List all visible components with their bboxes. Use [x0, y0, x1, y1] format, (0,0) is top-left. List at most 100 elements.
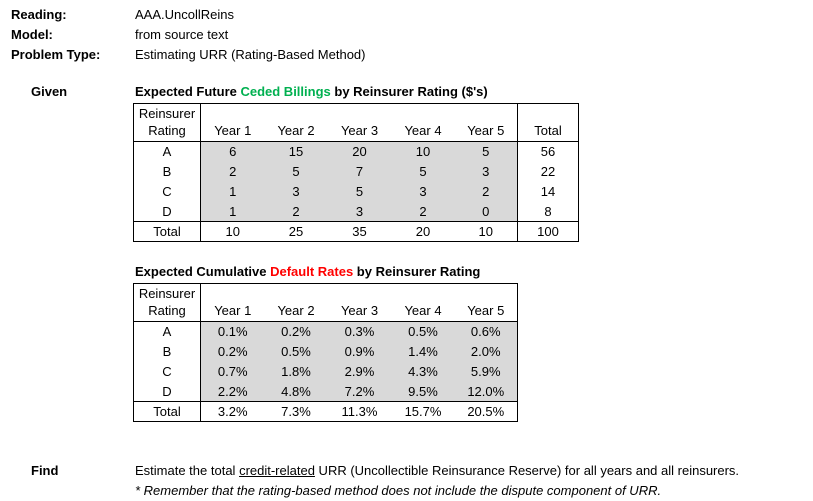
total-value-cell: 7.3% [264, 401, 328, 422]
default-title-prefix: Expected Cumulative [135, 264, 271, 279]
rating-cell: C [133, 361, 201, 382]
table-row: B 0.2% 0.5% 0.9% 1.4% 2.0% [133, 341, 518, 362]
rating-cell: B [133, 341, 201, 362]
billings-title-prefix: Expected Future [135, 84, 241, 99]
header-year3: Year 3 [327, 283, 392, 322]
total-value-cell: 3.2% [200, 401, 265, 422]
table-header-row: Reinsurer Rating Year 1 Year 2 Year 3 Ye… [133, 103, 579, 142]
header-year5: Year 5 [454, 103, 518, 142]
value-cell: 15 [264, 141, 328, 162]
table-row: B 2 5 7 5 3 22 [133, 161, 579, 182]
reading-value: AAA.UncollReins [135, 7, 234, 22]
value-cell: 1.4% [391, 341, 455, 362]
rating-cell: C [133, 181, 201, 202]
value-cell: 0.5% [264, 341, 328, 362]
row-total-cell: 56 [517, 141, 579, 162]
value-cell: 2 [264, 201, 328, 222]
table-row: A 6 15 20 10 5 56 [133, 141, 579, 162]
default-title-highlight: Default Rates [270, 264, 354, 279]
value-cell: 0 [454, 201, 518, 222]
header-year2: Year 2 [264, 283, 328, 322]
value-cell: 0.1% [200, 321, 265, 342]
total-value-cell: 11.3% [327, 401, 392, 422]
find-text-prefix: Estimate the total [135, 463, 240, 478]
value-cell: 5 [454, 141, 518, 162]
header-year4: Year 4 [391, 103, 455, 142]
value-cell: 7 [327, 161, 392, 182]
rating-cell: B [133, 161, 201, 182]
value-cell: 0.2% [264, 321, 328, 342]
value-cell: 5.9% [454, 361, 518, 382]
find-instruction: Estimate the total credit-related URR (U… [135, 463, 739, 478]
total-value-cell: 10 [454, 221, 518, 242]
row-total-cell: 22 [517, 161, 579, 182]
value-cell: 0.6% [454, 321, 518, 342]
problem-type-label: Problem Type: [11, 47, 101, 62]
problem-type-value: Estimating URR (Rating-Based Method) [135, 47, 366, 62]
header-year4: Year 4 [391, 283, 455, 322]
value-cell: 4.8% [264, 381, 328, 402]
value-cell: 1.8% [264, 361, 328, 382]
billings-title-highlight: Ceded Billings [240, 84, 331, 99]
given-section-label: Given [31, 84, 68, 99]
value-cell: 0.9% [327, 341, 392, 362]
value-cell: 2 [454, 181, 518, 202]
header-reinsurer-rating: Reinsurer Rating [133, 283, 201, 322]
billings-table-title: Expected Future Ceded Billings by Reinsu… [135, 84, 488, 99]
value-cell: 12.0% [454, 381, 518, 402]
header-rating: Rating [148, 303, 186, 318]
total-label-cell: Total [133, 401, 201, 422]
default-title-suffix: by Reinsurer Rating [353, 264, 481, 279]
value-cell: 0.5% [391, 321, 455, 342]
find-text-underlined: credit-related [239, 463, 315, 478]
table-total-row: Total 10 25 35 20 10 100 [133, 221, 579, 242]
default-rates-table: Reinsurer Rating Year 1 Year 2 Year 3 Ye… [133, 283, 518, 422]
table-row: D 2.2% 4.8% 7.2% 9.5% 12.0% [133, 381, 518, 402]
grand-total-cell: 100 [517, 221, 579, 242]
rating-cell: D [133, 381, 201, 402]
value-cell: 0.7% [200, 361, 265, 382]
find-note: * Remember that the rating-based method … [135, 483, 662, 498]
rating-cell: A [133, 141, 201, 162]
table-row: A 0.1% 0.2% 0.3% 0.5% 0.6% [133, 321, 518, 342]
value-cell: 5 [327, 181, 392, 202]
total-value-cell: 20 [391, 221, 455, 242]
find-text-suffix: URR (Uncollectible Reinsurance Reserve) … [314, 463, 740, 478]
model-value: from source text [135, 27, 229, 42]
rating-cell: D [133, 201, 201, 222]
header-rating: Rating [148, 123, 186, 138]
value-cell: 1 [200, 181, 265, 202]
total-label-cell: Total [133, 221, 201, 242]
ceded-billings-table: Reinsurer Rating Year 1 Year 2 Year 3 Ye… [133, 103, 579, 242]
header-year2: Year 2 [264, 103, 328, 142]
value-cell: 2.2% [200, 381, 265, 402]
value-cell: 3 [391, 181, 455, 202]
header-year5: Year 5 [454, 283, 518, 322]
row-total-cell: 8 [517, 201, 579, 222]
table-total-row: Total 3.2% 7.3% 11.3% 15.7% 20.5% [133, 401, 518, 422]
value-cell: 3 [454, 161, 518, 182]
value-cell: 4.3% [391, 361, 455, 382]
value-cell: 2 [200, 161, 265, 182]
value-cell: 3 [264, 181, 328, 202]
table-row: C 0.7% 1.8% 2.9% 4.3% 5.9% [133, 361, 518, 382]
value-cell: 1 [200, 201, 265, 222]
value-cell: 10 [391, 141, 455, 162]
value-cell: 20 [327, 141, 392, 162]
header-year1: Year 1 [200, 103, 265, 142]
value-cell: 7.2% [327, 381, 392, 402]
value-cell: 2.0% [454, 341, 518, 362]
header-reinsurer: Reinsurer [138, 286, 196, 301]
reading-label: Reading: [11, 7, 67, 22]
total-value-cell: 25 [264, 221, 328, 242]
find-section-label: Find [31, 463, 59, 478]
default-rates-table-title: Expected Cumulative Default Rates by Rei… [135, 264, 480, 279]
header-year3: Year 3 [327, 103, 392, 142]
header-reinsurer: Reinsurer [138, 106, 196, 121]
total-value-cell: 35 [327, 221, 392, 242]
table-row: C 1 3 5 3 2 14 [133, 181, 579, 202]
table-row: D 1 2 3 2 0 8 [133, 201, 579, 222]
value-cell: 5 [391, 161, 455, 182]
value-cell: 0.2% [200, 341, 265, 362]
